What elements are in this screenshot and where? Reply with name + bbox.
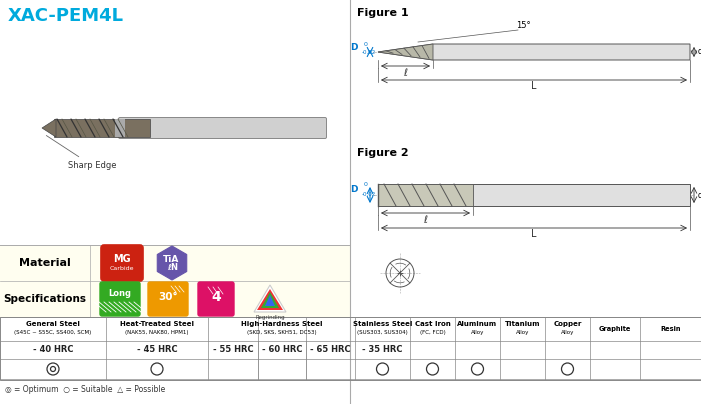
FancyBboxPatch shape: [118, 118, 327, 139]
Text: (SUS303, SUS304): (SUS303, SUS304): [357, 330, 408, 335]
Text: Alloy: Alloy: [516, 330, 529, 335]
Text: dh6: dh6: [698, 191, 701, 200]
Bar: [378, 184, 473, 206]
Text: - 60 HRC: - 60 HRC: [261, 345, 302, 354]
Text: Aluminum: Aluminum: [458, 321, 498, 327]
Text: ℓ: ℓ: [404, 68, 407, 78]
Text: 30°: 30°: [158, 292, 178, 302]
Bar: [0, 245, 350, 317]
Text: TiA: TiA: [163, 255, 179, 265]
Text: MG: MG: [113, 254, 131, 264]
Text: Alloy: Alloy: [561, 330, 574, 335]
Text: (FC, FCD): (FC, FCD): [420, 330, 445, 335]
Text: Long: Long: [109, 288, 132, 297]
Text: - 45 HRC: - 45 HRC: [137, 345, 177, 354]
FancyBboxPatch shape: [198, 282, 234, 316]
Text: Cast Iron: Cast Iron: [414, 321, 450, 327]
Text: XAC-PEM4L: XAC-PEM4L: [8, 7, 124, 25]
Text: 15°: 15°: [516, 21, 531, 30]
Text: (SKD, SKS, SKH51, DC53): (SKD, SKS, SKH51, DC53): [247, 330, 316, 335]
Polygon shape: [157, 246, 186, 280]
Text: -0.02: -0.02: [362, 192, 376, 197]
Text: Copper: Copper: [553, 321, 582, 327]
Text: L: L: [531, 229, 537, 239]
Text: Carbide: Carbide: [110, 267, 135, 271]
Text: D: D: [350, 185, 358, 194]
Text: High-Hardness Steel: High-Hardness Steel: [240, 321, 322, 327]
Text: -0.02: -0.02: [362, 50, 376, 55]
Text: - 35 HRC: - 35 HRC: [362, 345, 403, 354]
Polygon shape: [378, 44, 433, 60]
Polygon shape: [254, 285, 286, 312]
Text: Specifications: Specifications: [4, 294, 86, 304]
Text: 4: 4: [211, 290, 221, 304]
FancyBboxPatch shape: [100, 282, 140, 316]
Text: (S45C ~ S55C, SS400, SCM): (S45C ~ S55C, SS400, SCM): [15, 330, 92, 335]
Text: - 65 HRC: - 65 HRC: [310, 345, 350, 354]
Text: ℓN: ℓN: [168, 263, 179, 273]
Text: - 55 HRC: - 55 HRC: [212, 345, 253, 354]
Text: Alloy: Alloy: [471, 330, 484, 335]
Bar: [115, 119, 125, 137]
Text: dh6: dh6: [698, 48, 701, 57]
Text: Heat-Treated Steel: Heat-Treated Steel: [120, 321, 194, 327]
Text: 0: 0: [364, 183, 368, 187]
Text: Figure 1: Figure 1: [357, 8, 409, 18]
Text: Figure 2: Figure 2: [357, 148, 409, 158]
FancyBboxPatch shape: [101, 245, 143, 281]
Text: Sharp Edge: Sharp Edge: [46, 135, 116, 170]
Text: L: L: [531, 81, 537, 91]
Text: - 40 HRC: - 40 HRC: [33, 345, 73, 354]
Text: Resin: Resin: [660, 326, 681, 332]
Text: Graphite: Graphite: [599, 326, 631, 332]
Polygon shape: [265, 295, 275, 306]
Text: Material: Material: [19, 258, 71, 268]
Bar: [0, 317, 701, 404]
Polygon shape: [378, 44, 690, 60]
Text: Stainless Steel: Stainless Steel: [353, 321, 412, 327]
Polygon shape: [261, 292, 279, 308]
Text: ℓ: ℓ: [423, 215, 428, 225]
Text: 0: 0: [364, 42, 368, 46]
Polygon shape: [257, 289, 283, 310]
Text: ◎ = Optimum  ○ = Suitable  △ = Possible: ◎ = Optimum ○ = Suitable △ = Possible: [5, 385, 165, 393]
Text: D: D: [350, 44, 358, 53]
Text: Titanium: Titanium: [505, 321, 540, 327]
FancyBboxPatch shape: [148, 282, 188, 316]
Bar: [378, 184, 690, 206]
Text: General Steel: General Steel: [26, 321, 80, 327]
Polygon shape: [42, 119, 56, 137]
Bar: [0, 317, 701, 380]
Text: (NAK55, NAK80, HPM1): (NAK55, NAK80, HPM1): [125, 330, 189, 335]
Text: Regrinding: Regrinding: [255, 314, 285, 320]
Bar: [54, 119, 150, 137]
